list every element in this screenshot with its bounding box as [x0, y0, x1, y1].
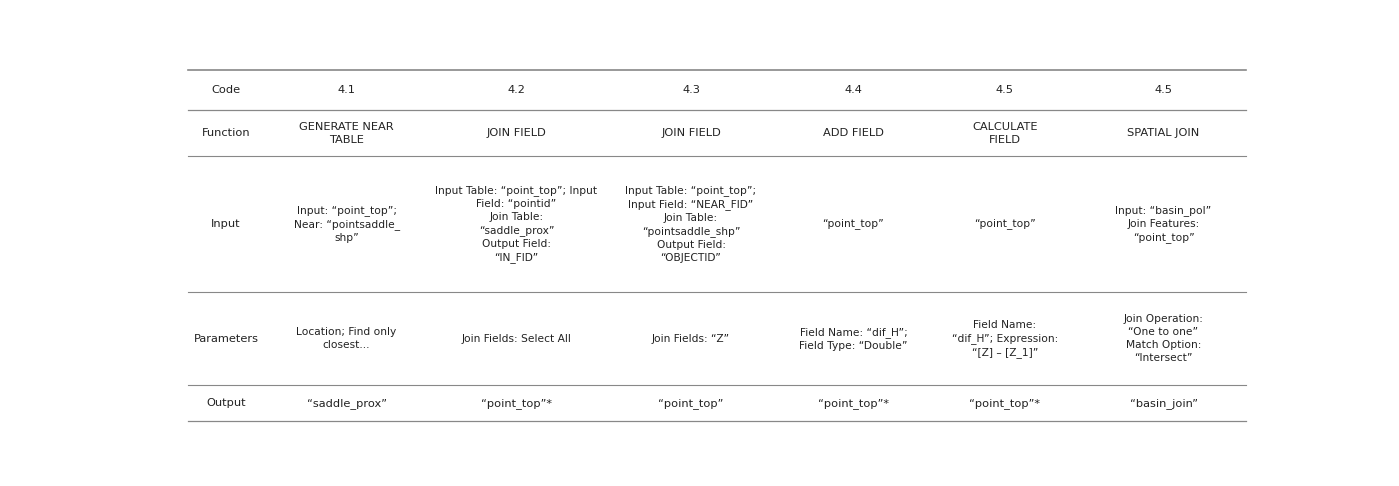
Text: JOIN FIELD: JOIN FIELD — [662, 128, 720, 138]
Text: Location; Find only
closest...: Location; Find only closest... — [297, 327, 397, 350]
Text: Parameters: Parameters — [193, 334, 259, 344]
Text: SPATIAL JOIN: SPATIAL JOIN — [1128, 128, 1200, 138]
Text: Input: “basin_pol”
Join Features:
“point_top”: Input: “basin_pol” Join Features: “point… — [1115, 205, 1212, 243]
Text: Function: Function — [201, 128, 250, 138]
Text: Input Table: “point_top”; Input
Field: “pointid”
Join Table:
“saddle_prox”
Outpu: Input Table: “point_top”; Input Field: “… — [435, 185, 597, 263]
Text: Field Name:
“dif_H”; Expression:
“[Z] – [Z_1]”: Field Name: “dif_H”; Expression: “[Z] – … — [951, 319, 1058, 358]
Text: 4.5: 4.5 — [1154, 85, 1172, 95]
Text: “basin_join”: “basin_join” — [1129, 398, 1198, 409]
Text: ADD FIELD: ADD FIELD — [823, 128, 884, 138]
Text: Join Fields: Select All: Join Fields: Select All — [462, 334, 571, 344]
Text: “point_top”: “point_top” — [823, 219, 884, 229]
Text: Code: Code — [211, 85, 241, 95]
Text: JOIN FIELD: JOIN FIELD — [487, 128, 547, 138]
Text: Input: “point_top”;
Near: “pointsaddle_
shp”: Input: “point_top”; Near: “pointsaddle_ … — [294, 205, 400, 243]
Text: Input: Input — [211, 219, 241, 229]
Text: 4.4: 4.4 — [845, 85, 862, 95]
Text: “saddle_prox”: “saddle_prox” — [306, 398, 386, 409]
Text: Join Operation:
“One to one”
Match Option:
“Intersect”: Join Operation: “One to one” Match Optio… — [1123, 314, 1203, 364]
Text: Output: Output — [206, 399, 246, 408]
Text: “point_top”*: “point_top”* — [818, 398, 888, 409]
Text: 4.2: 4.2 — [508, 85, 526, 95]
Text: “point_top”: “point_top” — [659, 398, 723, 409]
Text: Input Table: “point_top”;
Input Field: “NEAR_FID”
Join Table:
“pointsaddle_shp”
: Input Table: “point_top”; Input Field: “… — [625, 185, 757, 263]
Text: 4.3: 4.3 — [683, 85, 700, 95]
Text: Field Name: “dif_H”;
Field Type: “Double”: Field Name: “dif_H”; Field Type: “Double… — [799, 327, 908, 351]
Text: “point_top”*: “point_top”* — [481, 398, 553, 409]
Text: 4.1: 4.1 — [337, 85, 355, 95]
Text: “point_top”*: “point_top”* — [970, 398, 1041, 409]
Text: 4.5: 4.5 — [996, 85, 1014, 95]
Text: Join Fields: “Z”: Join Fields: “Z” — [652, 334, 730, 344]
Text: CALCULATE
FIELD: CALCULATE FIELD — [972, 122, 1038, 145]
Text: GENERATE NEAR
TABLE: GENERATE NEAR TABLE — [299, 122, 395, 145]
Text: “point_top”: “point_top” — [974, 219, 1035, 229]
